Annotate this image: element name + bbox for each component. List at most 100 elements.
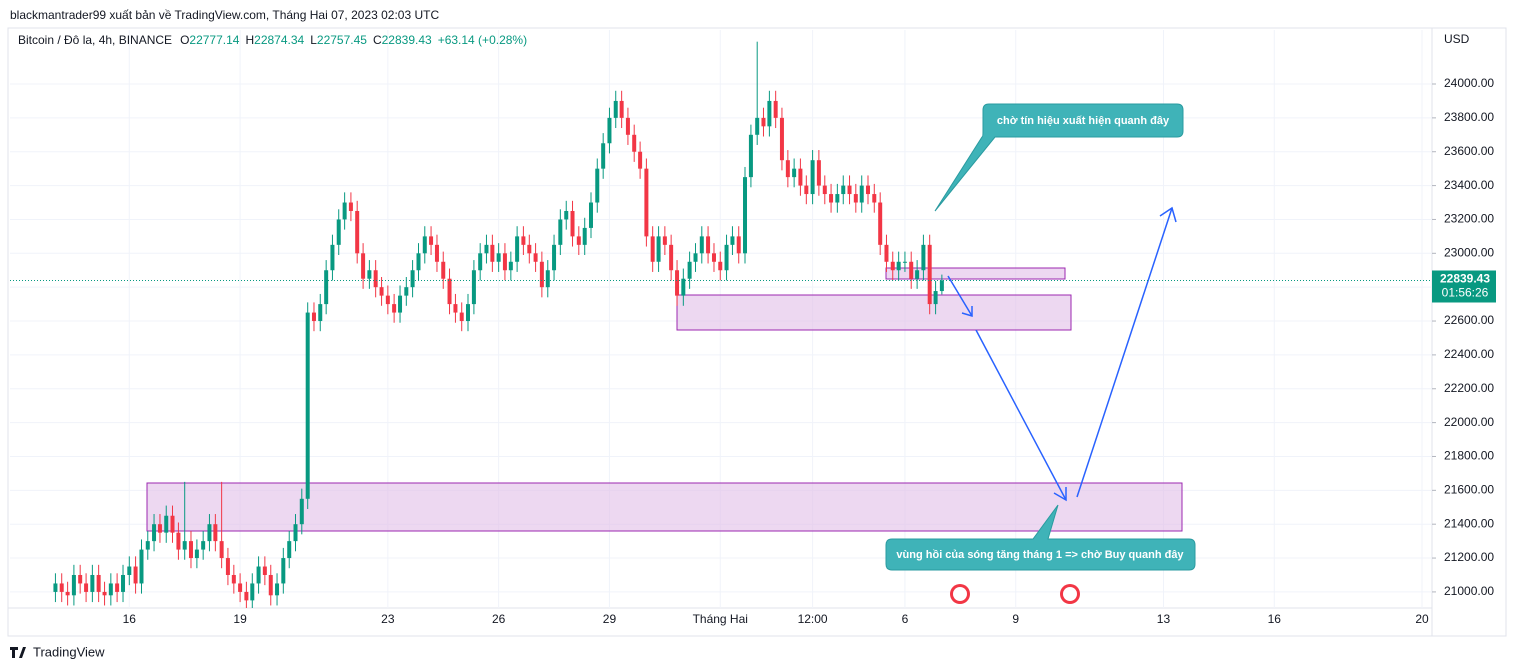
candle-body [115, 583, 120, 592]
candle-body [724, 244, 729, 271]
y-tick-label: 22400.00 [1444, 347, 1494, 361]
candle-body [490, 244, 495, 262]
candle-body [299, 498, 304, 525]
candle-body [866, 185, 871, 195]
candle-body [268, 574, 273, 596]
candle-body [644, 168, 649, 237]
candle-body [194, 549, 199, 559]
y-tick-label: 23600.00 [1444, 144, 1494, 158]
y-tick-label: 24000.00 [1444, 76, 1494, 90]
callouts: chờ tín hiệu xuất hiện quanh đây vùng hồ… [885, 103, 1196, 571]
candle-body [921, 244, 926, 271]
candle-body [558, 219, 563, 245]
candle-body [638, 151, 643, 169]
last-price-label: 22839.43 [1440, 272, 1490, 286]
candle-body [755, 117, 760, 135]
candle-body [429, 236, 434, 245]
y-tick-label: 23800.00 [1444, 110, 1494, 124]
ohlc-label: L [310, 33, 317, 47]
candle-body [527, 244, 532, 254]
candle-body [182, 541, 187, 550]
candle-body [484, 244, 489, 254]
candle-body [792, 168, 797, 178]
ohlc-value: 22839.43 [382, 33, 432, 47]
candle-body [324, 270, 329, 305]
candle-body [878, 202, 883, 245]
support-zone [676, 294, 1072, 331]
candle-body [96, 574, 101, 592]
published-line: blackmantrader99 xuất bản về TradingView… [10, 8, 440, 22]
x-tick-label: 12:00 [798, 612, 828, 626]
candle-body [336, 219, 341, 245]
change: +63.14 (+0.28%) [438, 33, 527, 47]
ohlc-label: C [373, 33, 382, 47]
support-zone [885, 267, 1066, 280]
callout-text: vùng hồi của sóng tăng tháng 1 => chờ Bu… [896, 549, 1184, 561]
candle-body [915, 270, 920, 279]
candle-body [231, 574, 236, 584]
candle-body [576, 236, 581, 245]
candle-body [675, 270, 680, 296]
y-tick-label: 22200.00 [1444, 381, 1494, 395]
candle-body [422, 236, 427, 254]
candle-body [453, 304, 458, 313]
candle-body [779, 117, 784, 161]
x-tick-label: 26 [492, 612, 506, 626]
candle-body [699, 236, 704, 254]
candle-body [619, 100, 624, 118]
candle-body [632, 134, 637, 152]
candle-body [539, 261, 544, 288]
candle-body [662, 236, 667, 245]
candle-body [65, 591, 70, 596]
candle-body [736, 236, 741, 254]
axis-unit: USD [1444, 32, 1470, 46]
y-tick-label: 23200.00 [1444, 212, 1494, 226]
event-flag-inner [953, 587, 967, 601]
candle-body [810, 160, 815, 195]
candle-body [330, 244, 335, 271]
candle-body [139, 549, 144, 584]
y-tick-label: 23000.00 [1444, 245, 1494, 259]
candle-body [71, 574, 76, 596]
candle-body [305, 312, 310, 499]
zones [146, 267, 1183, 532]
candle-body [650, 236, 655, 262]
symbol-name: Bitcoin / Đô la, 4h, BINANCE [18, 33, 172, 47]
candle-body [416, 253, 421, 271]
countdown: 01:56:26 [1442, 286, 1489, 300]
candle-body [219, 541, 224, 559]
candle-body [656, 236, 661, 262]
candle-body [822, 185, 827, 195]
candle-body [669, 244, 674, 271]
candle-body [478, 253, 483, 271]
candle-body [761, 117, 766, 127]
candle-body [447, 278, 452, 305]
candle-body [84, 583, 89, 592]
candle-body [398, 295, 403, 313]
candle-body [152, 524, 157, 542]
candle-body [533, 253, 538, 262]
candle-body [829, 194, 834, 203]
arrow [947, 275, 973, 317]
candle-body [404, 287, 409, 296]
candles [53, 41, 944, 608]
candle-body [743, 177, 748, 254]
candle-body [102, 591, 107, 596]
x-tick-label: 16 [123, 612, 137, 626]
candle-body [121, 574, 126, 592]
candle-body [884, 244, 889, 262]
candle-body [853, 194, 858, 203]
candle-body [256, 566, 261, 584]
candle-body [348, 202, 353, 211]
candle-body [687, 261, 692, 279]
candle-body [785, 160, 790, 178]
candle-body [841, 185, 846, 195]
footer-logo: TradingView [10, 644, 105, 659]
candle-body [847, 185, 852, 195]
candle-body [434, 244, 439, 262]
candle-body [127, 566, 132, 575]
candle-body [213, 524, 218, 542]
candle-body [133, 566, 138, 584]
